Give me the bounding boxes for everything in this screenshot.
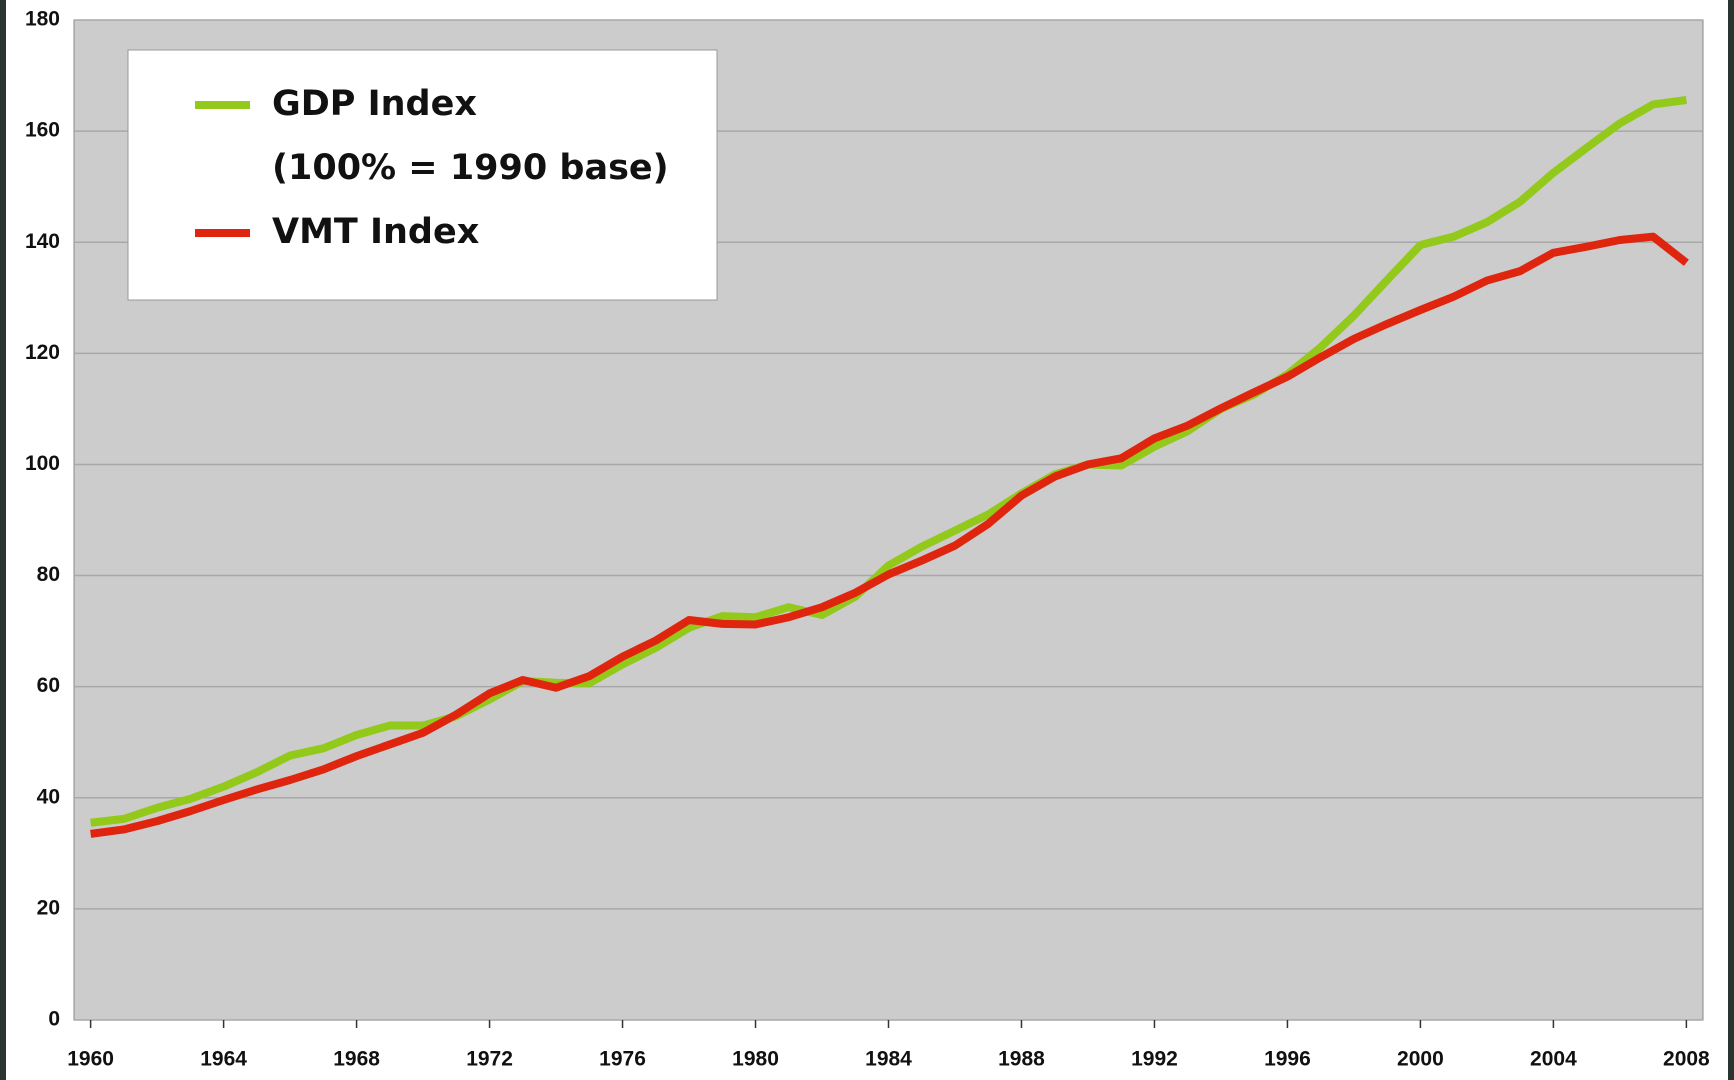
y-tick-label: 20 bbox=[37, 896, 60, 919]
x-tick-label: 1996 bbox=[1264, 1048, 1311, 1071]
y-tick-label: 120 bbox=[25, 341, 60, 364]
x-tick-label: 1972 bbox=[466, 1048, 513, 1071]
x-tick-label: 1976 bbox=[599, 1048, 646, 1071]
y-tick-label: 160 bbox=[25, 119, 60, 142]
y-tick-label: 80 bbox=[37, 563, 60, 586]
y-tick-label: 60 bbox=[37, 674, 60, 697]
x-tick-label: 1984 bbox=[865, 1048, 912, 1071]
x-tick-label: 2000 bbox=[1397, 1048, 1444, 1071]
y-tick-label: 100 bbox=[25, 452, 60, 475]
line-series bbox=[90, 96, 1687, 827]
legend-label: VMT Index bbox=[272, 212, 480, 252]
x-tick-label: 2004 bbox=[1530, 1048, 1577, 1071]
x-tick-label: 1980 bbox=[732, 1048, 779, 1071]
x-tick-label: 1964 bbox=[200, 1048, 247, 1071]
y-tick-label: 0 bbox=[48, 1008, 60, 1031]
line-series bbox=[90, 232, 1689, 838]
y-tick-label: 40 bbox=[37, 785, 60, 808]
x-tick-label: 1992 bbox=[1131, 1048, 1178, 1071]
x-tick-label: 1968 bbox=[333, 1048, 380, 1071]
x-tick-label: 1960 bbox=[67, 1048, 114, 1071]
legend-label: GDP Index bbox=[272, 84, 477, 124]
frame-edge bbox=[1728, 0, 1734, 1080]
x-tick-label: 1988 bbox=[998, 1048, 1045, 1071]
frame-edge bbox=[0, 0, 6, 1080]
y-tick-label: 180 bbox=[25, 8, 60, 31]
x-tick-label: 2008 bbox=[1663, 1048, 1710, 1071]
legend-box bbox=[127, 49, 718, 301]
y-tick-label: 140 bbox=[25, 230, 60, 253]
legend-note: (100% = 1990 base) bbox=[272, 148, 669, 188]
